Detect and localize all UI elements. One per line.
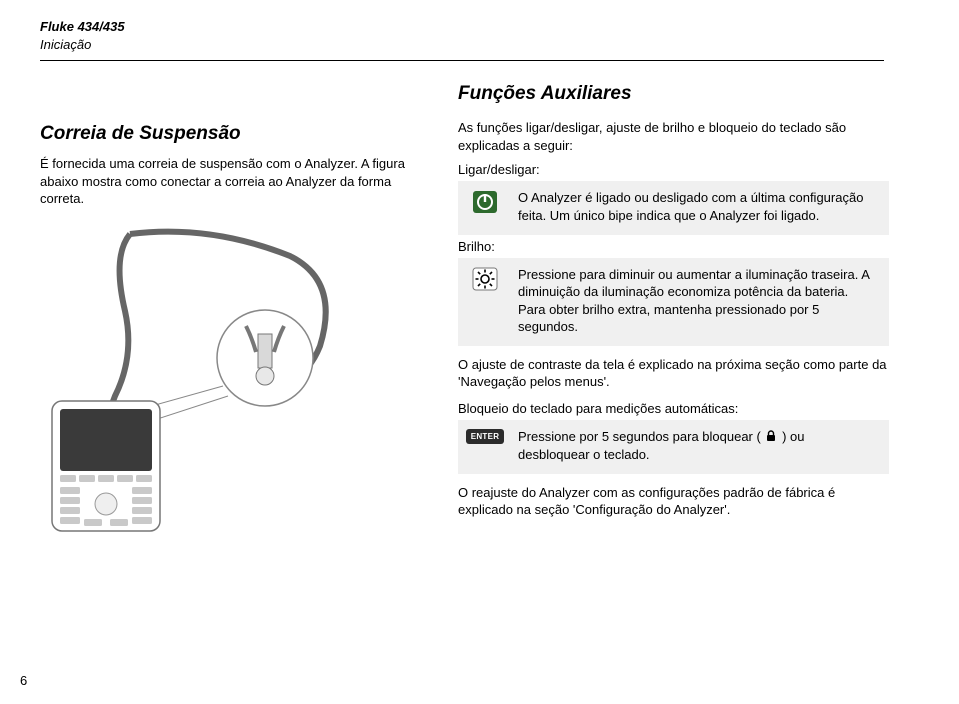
lock-text: Pressione por 5 segundos para bloquear (… (502, 428, 879, 464)
header-model: Fluke 434/435 (40, 18, 919, 36)
brightness-label: Brilho: (458, 239, 889, 254)
enter-key-icon: ENTER (468, 428, 502, 444)
lock-text-a: Pressione por 5 segundos para bloquear ( (518, 429, 761, 444)
power-icon (468, 189, 502, 214)
page-number: 6 (20, 673, 27, 688)
strap-figure (40, 226, 400, 536)
doc-header: Fluke 434/435 Iniciação (40, 18, 919, 54)
left-column: Correia de Suspensão É fornecida uma cor… (40, 83, 430, 536)
right-intro-paragraph: As funções ligar/desligar, ajuste de bri… (458, 119, 889, 154)
lock-row: ENTER Pressione por 5 segundos para bloq… (458, 420, 889, 474)
onoff-text: O Analyzer é ligado ou desligado com a ú… (502, 189, 879, 224)
enter-key-label: ENTER (466, 429, 505, 444)
brightness-icon (468, 266, 502, 291)
brightness-text: Pressione para diminuir ou aumentar a il… (502, 266, 879, 336)
right-section-title: Funções Auxiliares (458, 83, 889, 105)
two-column-layout: Correia de Suspensão É fornecida uma cor… (40, 83, 919, 536)
left-section-title: Correia de Suspensão (40, 123, 430, 145)
contrast-paragraph: O ajuste de contraste da tela é explicad… (458, 356, 889, 391)
onoff-row: O Analyzer é ligado ou desligado com a ú… (458, 181, 889, 234)
brightness-row: Pressione para diminuir ou aumentar a il… (458, 258, 889, 346)
header-rule (40, 60, 884, 61)
header-subtitle: Iniciação (40, 36, 919, 54)
left-intro-paragraph: É fornecida uma correia de suspensão com… (40, 155, 430, 208)
lock-label: Bloqueio do teclado para medições automá… (458, 401, 889, 416)
strap-illustration-svg (40, 226, 400, 536)
right-column: Funções Auxiliares As funções ligar/desl… (458, 83, 919, 536)
onoff-label: Ligar/desligar: (458, 162, 889, 177)
lock-icon (764, 429, 778, 447)
reset-paragraph: O reajuste do Analyzer com as configuraç… (458, 484, 889, 519)
